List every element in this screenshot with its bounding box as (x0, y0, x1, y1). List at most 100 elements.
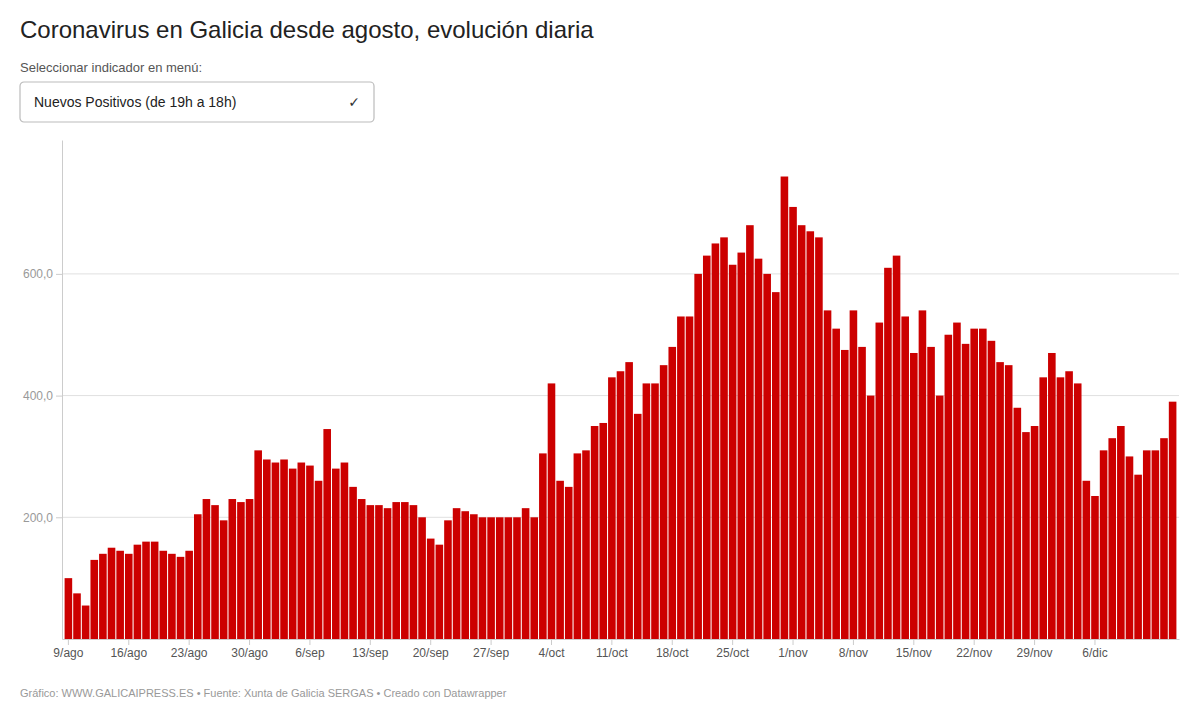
bar (651, 383, 659, 639)
bar (686, 316, 694, 639)
x-axis-line (63, 639, 1180, 640)
y-tick: 400,0 (23, 389, 62, 403)
bars (65, 177, 1177, 639)
x-tick-label: 6/dic (1082, 646, 1107, 660)
bar (841, 350, 849, 639)
dropdown-arrow: ✓ (348, 94, 360, 110)
x-tick: 23/ago (171, 639, 208, 660)
bar (936, 396, 944, 639)
bar (505, 517, 513, 639)
x-tick-label: 13/sep (352, 646, 388, 660)
bar (487, 517, 495, 639)
bar (116, 551, 124, 639)
bar (246, 499, 254, 639)
x-tick-mark (430, 639, 431, 645)
bar (272, 463, 280, 639)
bar (565, 487, 573, 639)
bar (556, 481, 564, 639)
bar (677, 316, 685, 639)
bar (1048, 353, 1056, 639)
x-tick-label: 27/sep (473, 646, 509, 660)
x-tick-mark (793, 639, 794, 645)
bar (228, 499, 236, 639)
x-tick-label: 16/ago (110, 646, 147, 660)
bar (824, 310, 832, 639)
bar (470, 514, 478, 639)
dropdown-box (20, 82, 374, 122)
bar (712, 243, 720, 639)
bar (539, 453, 547, 639)
bar (108, 548, 116, 639)
dropdown: Nuevos Positivos (de 19h a 18h) ✓ (20, 82, 374, 122)
bar (979, 329, 987, 639)
plot: 200,0400,0600,09/ago16/ago23/ago30/ago6/… (23, 141, 1180, 660)
bar (1039, 377, 1047, 639)
bar (203, 499, 211, 639)
bar (1160, 438, 1168, 639)
bar (453, 508, 461, 639)
bar (125, 554, 133, 639)
dropdown-label: Nuevos Positivos (de 19h a 18h) (34, 94, 236, 110)
x-tick-label: 15/nov (896, 646, 932, 660)
bar (781, 177, 789, 639)
bar (953, 323, 961, 639)
bar (73, 593, 81, 639)
x-tick: 22/nov (956, 639, 992, 660)
bar (194, 514, 202, 639)
bar (1065, 371, 1073, 639)
x-tick-mark (189, 639, 190, 645)
bar (1091, 496, 1099, 639)
bar (323, 429, 331, 639)
x-tick: 1/nov (778, 639, 807, 660)
bar (418, 517, 426, 639)
bar (134, 545, 142, 639)
bar (832, 329, 840, 639)
y-tick: 200,0 (23, 511, 62, 525)
footer: Gráfico: WWW.GALICAIPRESS.ES • Fuente: X… (20, 687, 507, 699)
x-tick-label: 1/nov (778, 646, 807, 660)
x-tick-mark (249, 639, 250, 645)
x-tick-mark (1034, 639, 1035, 645)
x-tick-label: 29/nov (1017, 646, 1053, 660)
bar (763, 274, 771, 639)
bar (919, 310, 927, 639)
bar (867, 396, 875, 639)
bar (280, 459, 288, 639)
bar (703, 256, 711, 639)
x-tick-label: 18/oct (656, 646, 689, 660)
chart: Coronavirus en Galicia desde agosto, evo… (0, 0, 1199, 709)
x-tick: 4/oct (538, 639, 565, 660)
x-tick: 6/dic (1082, 639, 1107, 660)
bar (444, 520, 452, 639)
x-axis: 9/ago16/ago23/ago30/ago6/sep13/sep20/sep… (53, 639, 1179, 660)
y-tick: 600,0 (23, 267, 62, 281)
bar (384, 508, 392, 639)
bar (668, 347, 676, 639)
x-tick-label: 23/ago (171, 646, 208, 660)
y-tick-mark (56, 274, 62, 275)
x-tick-mark (974, 639, 975, 645)
bar (1031, 426, 1039, 639)
bar (858, 347, 866, 639)
x-tick-mark (370, 639, 371, 645)
bar (772, 292, 780, 639)
bar (1169, 402, 1177, 639)
bar (996, 362, 1004, 639)
x-tick: 27/sep (473, 639, 509, 660)
bar (142, 542, 150, 639)
bar (315, 481, 323, 639)
bar (1117, 426, 1125, 639)
bar (1005, 365, 1013, 639)
bar (970, 329, 978, 639)
y-tick-mark (56, 517, 62, 518)
subtitle: Seleccionar indicador en menú: (20, 60, 202, 75)
bar (574, 453, 582, 639)
x-tick-label: 6/sep (295, 646, 325, 660)
x-tick-label: 11/oct (596, 646, 628, 660)
bar (220, 520, 228, 639)
x-tick: 9/ago (53, 639, 83, 660)
bar (815, 237, 823, 639)
bar (479, 517, 487, 639)
bar (151, 542, 159, 639)
bar (375, 505, 383, 639)
